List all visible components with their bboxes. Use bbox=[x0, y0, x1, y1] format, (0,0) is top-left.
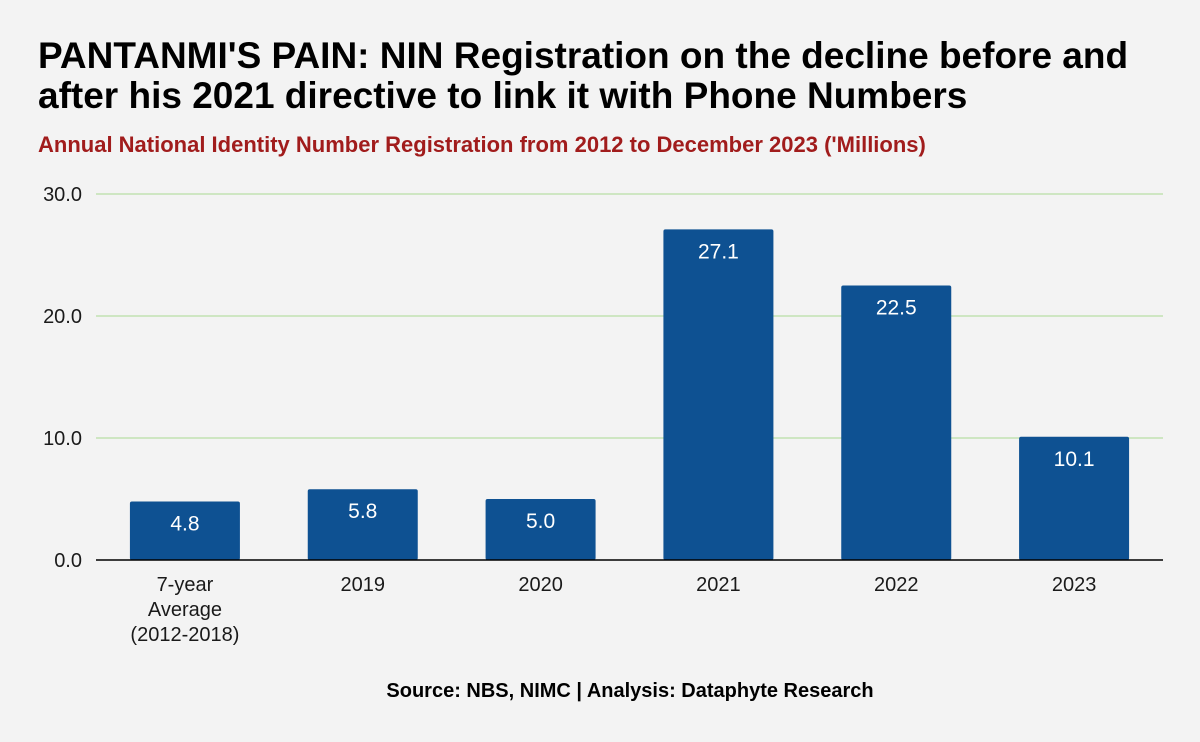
x-tick-label: 7-year bbox=[157, 574, 214, 596]
bar-value-label: 22.5 bbox=[876, 297, 917, 320]
y-axis-ticks: 0.0 10.0 20.0 30.0 bbox=[43, 184, 82, 572]
bar-value-label: 4.8 bbox=[170, 512, 199, 535]
bar bbox=[129, 501, 240, 560]
x-tick-label: Average bbox=[148, 599, 222, 621]
y-tick-label: 0.0 bbox=[54, 550, 82, 572]
y-tick-label: 10.0 bbox=[43, 428, 82, 450]
x-axis-ticks: 7-year Average (2012-2018) 2019 2020 2021 2022… bbox=[130, 574, 1096, 646]
bar bbox=[841, 285, 952, 560]
bar-value-labels: 4.8 5.8 5.0 27.1 22.5 10.1 bbox=[170, 240, 1094, 535]
bar bbox=[663, 229, 774, 560]
bar-value-label: 27.1 bbox=[698, 240, 739, 263]
x-tick-label: 2019 bbox=[341, 574, 386, 596]
bar-value-label: 5.8 bbox=[348, 500, 377, 523]
chart-title: PANTANMI'S PAIN: NIN Registration on the… bbox=[38, 35, 1129, 116]
source-note: Source: NBS, NIMC | Analysis: Dataphyte … bbox=[386, 680, 874, 702]
bar bbox=[307, 489, 418, 560]
bar-value-label: 5.0 bbox=[526, 510, 555, 533]
bar-value-label: 10.1 bbox=[1054, 448, 1095, 471]
x-tick-label: 2021 bbox=[696, 574, 741, 596]
y-tick-label: 30.0 bbox=[43, 184, 82, 206]
y-tick-label: 20.0 bbox=[43, 306, 82, 328]
x-tick-label: (2012-2018) bbox=[130, 624, 239, 646]
x-tick-label: 2022 bbox=[874, 574, 919, 596]
bar bbox=[485, 499, 596, 560]
bar bbox=[1019, 436, 1130, 560]
chart-subtitle: Annual National Identity Number Registra… bbox=[38, 132, 926, 157]
x-tick-label: 2020 bbox=[518, 574, 563, 596]
bars bbox=[129, 229, 1130, 560]
x-tick-label: 2023 bbox=[1052, 574, 1097, 596]
gridlines bbox=[96, 193, 1163, 439]
